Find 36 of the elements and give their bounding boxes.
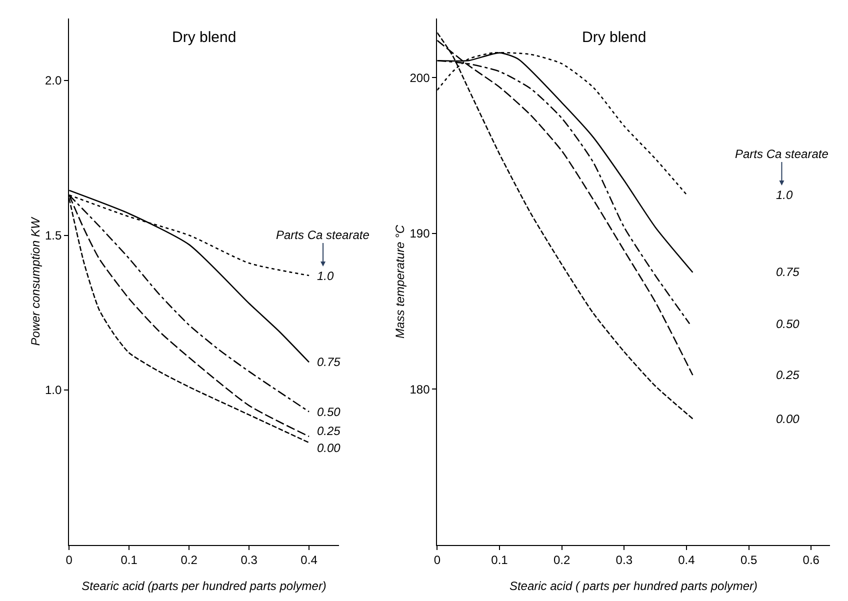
legend-title: Parts Ca stearate	[735, 147, 829, 161]
text: Dry blend	[582, 29, 646, 46]
text: 0.25	[776, 368, 800, 382]
series-label: 0.75	[317, 355, 341, 369]
y-tick-label: 200	[410, 70, 430, 85]
y-tick-label: 180	[410, 382, 430, 396]
legend-title: Parts Ca stearate	[276, 228, 370, 242]
y-tick-label: 1.5	[44, 228, 62, 242]
x-tick-label: 0.6	[802, 553, 820, 568]
x-tick-label: 0.1	[491, 553, 508, 568]
x-axis-title: Stearic acid ( parts per hundred parts polymer)	[509, 579, 758, 594]
text: 0.50	[776, 317, 800, 331]
x-tick-label: 0.2	[180, 553, 198, 568]
x-tick-label: 0.2	[553, 553, 570, 568]
series-label: 0.25	[317, 424, 341, 438]
series-label: 0.00	[317, 441, 341, 455]
x-tick-label: 0.4	[678, 553, 696, 568]
text: Dry blend	[172, 29, 236, 46]
text: 0.75	[776, 265, 800, 279]
x-tick-label: 0.1	[120, 553, 138, 568]
x-tick-label: 0.5	[740, 553, 758, 568]
y-axis-title: Power consumption KW	[28, 216, 42, 346]
series-label: 1.0	[317, 269, 334, 283]
x-tick-label: 0	[434, 553, 441, 568]
x-tick-label: 0.3	[616, 553, 633, 568]
series-label: 0.50	[317, 405, 341, 419]
y-tick-label: 190	[410, 226, 430, 241]
text: 1.0	[776, 188, 794, 202]
y-tick-label: 1.0	[44, 383, 62, 398]
text: 0.00	[776, 412, 800, 426]
x-tick-label: 0.4	[300, 553, 318, 568]
y-tick-label: 2.0	[44, 74, 62, 88]
y-axis-title: Mass temperature °C	[393, 224, 408, 338]
x-tick-label: 0.3	[240, 553, 258, 568]
x-tick-label: 0	[66, 553, 73, 568]
x-axis-title: Stearic acid (parts per hundred parts polymer)	[82, 579, 326, 594]
